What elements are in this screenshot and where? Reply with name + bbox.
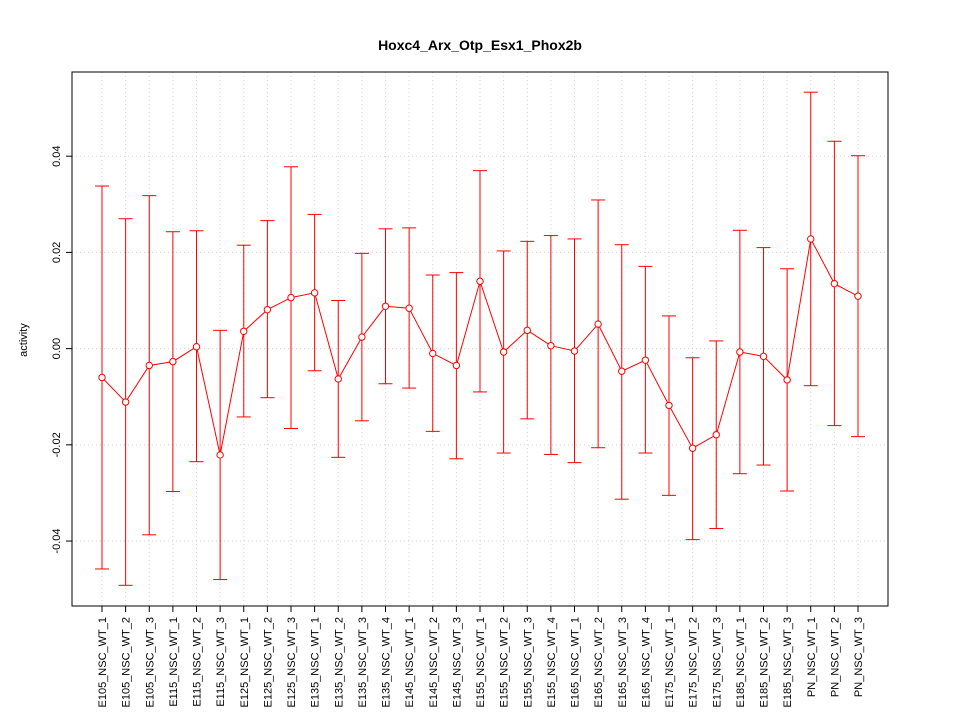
- point-layer: [98, 235, 862, 459]
- data-point: [688, 444, 697, 452]
- data-point: [358, 333, 366, 341]
- data-point: [665, 401, 673, 410]
- data-point: [121, 398, 130, 406]
- chart-title: Hoxc4_Arx_Otp_Esx1_Phox2b: [378, 37, 582, 53]
- x-tick-label: E155_NSC_WT_2: [499, 617, 511, 708]
- x-tick-label: E155_NSC_WT_1: [475, 617, 487, 708]
- data-point: [618, 367, 626, 375]
- data-point: [263, 305, 272, 314]
- data-point: [854, 292, 862, 300]
- x-tick-label: E125_NSC_WT_1: [239, 617, 251, 708]
- x-tick-label: E145_NSC_WT_2: [428, 617, 440, 708]
- data-point: [476, 277, 484, 285]
- data-point: [641, 356, 650, 364]
- data-point: [452, 361, 461, 370]
- plot-frame: [71, 71, 889, 607]
- data-point: [405, 304, 413, 312]
- x-tick-label: E165_NSC_WT_1: [570, 617, 582, 708]
- x-tick-label: E115_NSC_WT_3: [215, 617, 227, 707]
- data-point: [523, 326, 531, 335]
- data-point: [98, 373, 106, 382]
- data-point: [712, 431, 720, 439]
- data-point: [783, 376, 791, 384]
- data-point: [381, 302, 390, 310]
- x-tick-label: PN_NSC_WT_1: [806, 617, 818, 697]
- data-point: [334, 375, 342, 383]
- data-point: [310, 289, 319, 297]
- y-axis: -0.04 -0.02 0.00 0.02 0.04: [51, 145, 72, 554]
- data-point: [169, 357, 177, 366]
- data-point: [192, 342, 201, 351]
- x-tick-label: E115_NSC_WT_1: [168, 617, 180, 707]
- x-tick-label: PN_NSC_WT_3: [853, 617, 865, 697]
- y-tick-label: 0.04: [51, 145, 63, 166]
- x-axis: E105_NSC_WT_1 E105_NSC_WT_2 E105_NSC_WT_3 E…: [97, 606, 865, 708]
- x-tick-label: E105_NSC_WT_2: [121, 617, 133, 708]
- data-point: [547, 342, 555, 350]
- data-point: [145, 361, 153, 370]
- x-tick-label: E125_NSC_WT_2: [262, 617, 274, 708]
- x-tick-label: E135_NSC_WT_1: [310, 617, 322, 708]
- data-point: [594, 320, 602, 328]
- x-tick-label: E135_NSC_WT_3: [357, 617, 369, 708]
- x-tick-label: E175_NSC_WT_2: [688, 617, 700, 708]
- x-tick-label: E105_NSC_WT_3: [144, 617, 156, 708]
- y-tick-label: -0.02: [51, 432, 63, 457]
- data-point: [240, 327, 248, 336]
- x-tick-label: E135_NSC_WT_2: [333, 617, 345, 708]
- x-tick-label: E115_NSC_WT_2: [192, 617, 204, 707]
- errorbar-layer: [95, 91, 865, 586]
- data-point: [759, 352, 768, 361]
- x-tick-label: E165_NSC_WT_3: [617, 617, 629, 708]
- data-point: [807, 235, 815, 243]
- x-tick-label: E185_NSC_WT_3: [782, 617, 794, 708]
- x-tick-label: E185_NSC_WT_1: [735, 617, 747, 708]
- x-tick-label: PN_NSC_WT_2: [829, 617, 841, 697]
- x-tick-label: E165_NSC_WT_4: [640, 617, 652, 708]
- x-tick-label: E155_NSC_WT_4: [546, 617, 558, 708]
- x-tick-label: E105_NSC_WT_1: [97, 617, 109, 708]
- x-tick-label: E165_NSC_WT_2: [593, 617, 605, 708]
- x-tick-label: E185_NSC_WT_2: [759, 617, 771, 708]
- x-tick-label: E145_NSC_WT_1: [404, 617, 416, 708]
- x-tick-label: E135_NSC_WT_4: [381, 617, 393, 708]
- x-tick-label: E175_NSC_WT_3: [711, 617, 723, 708]
- y-axis-label: activity: [18, 323, 30, 357]
- x-tick-label: E155_NSC_WT_3: [522, 617, 534, 708]
- data-point: [830, 279, 839, 288]
- y-tick-label: 0.02: [51, 242, 63, 263]
- data-point: [287, 293, 295, 302]
- data-point: [736, 348, 744, 356]
- data-point: [570, 347, 579, 355]
- data-point: [429, 349, 437, 358]
- y-tick-label: -0.04: [51, 529, 63, 554]
- data-point: [216, 451, 224, 459]
- x-tick-label: E175_NSC_WT_1: [664, 617, 676, 708]
- x-tick-label: E145_NSC_WT_3: [451, 617, 463, 708]
- y-tick-label: 0.00: [51, 338, 63, 359]
- data-point: [499, 348, 508, 356]
- x-tick-label: E125_NSC_WT_3: [286, 617, 298, 708]
